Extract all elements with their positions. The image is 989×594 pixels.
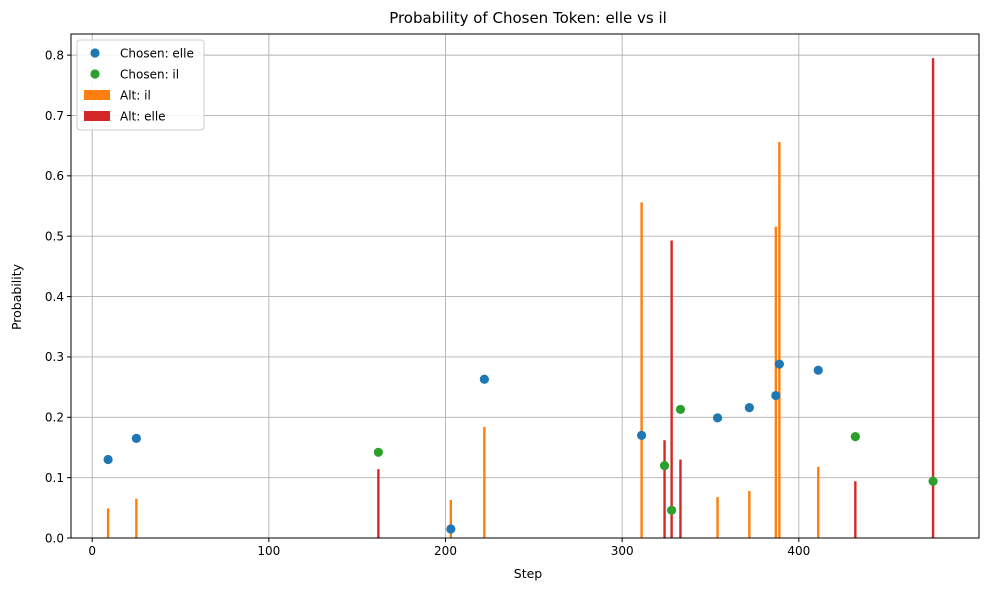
y-tick-label: 0.2 [45, 411, 64, 425]
y-tick-label: 0.8 [45, 48, 64, 62]
scatter-point [771, 390, 781, 401]
y-tick-label: 0.1 [45, 471, 64, 485]
scatter-point [479, 374, 489, 384]
bar-mark [774, 226, 778, 538]
x-tick-label: 0 [88, 544, 96, 558]
scatter-point [103, 454, 113, 465]
y-tick-label: 0.6 [45, 169, 64, 183]
bar-mark [135, 498, 138, 538]
plot-frame [70, 33, 980, 539]
bar-mark [817, 466, 820, 538]
y-tick-label: 0.3 [45, 350, 64, 364]
y-axis-label: Probability [9, 263, 24, 330]
scatter-point [850, 431, 860, 442]
bar-mark [106, 508, 110, 538]
x-tick-label: 100 [257, 544, 280, 558]
scatter-point [446, 524, 456, 534]
scatter-point [636, 430, 647, 440]
scatter-point [712, 413, 723, 423]
scatter-point [813, 365, 823, 375]
scatter-point [667, 505, 677, 515]
y-tick-label: 0.5 [45, 230, 64, 244]
bar-marks [106, 58, 935, 539]
scatter-point [744, 403, 754, 413]
legend-marker [90, 69, 100, 79]
chart-title: Probability of Chosen Token: elle vs il [389, 9, 667, 27]
bar-mark [854, 481, 857, 538]
scatter-point [373, 447, 383, 457]
x-tick-label: 200 [434, 544, 457, 558]
y-tick-label: 0.7 [45, 109, 64, 123]
x-axis-label: Step [514, 566, 543, 581]
legend: Chosen: elle Chosen: il Alt: il Alt: elle [76, 39, 205, 131]
x-tick-label: 300 [611, 544, 634, 558]
legend-label: Chosen: elle [120, 46, 194, 60]
legend-marker [84, 90, 110, 100]
axes: 0 100 200 300 400 0.0 0.1 0.2 0.3 0.4 0.5 0.6 0.7 0.8 [45, 33, 980, 558]
scatter-point [675, 404, 686, 415]
bar-mark [640, 202, 643, 538]
bar-mark [377, 469, 380, 538]
scatter-point [659, 460, 670, 471]
bar-mark [663, 440, 666, 538]
bar-mark [679, 459, 682, 538]
grid-lines [71, 34, 979, 539]
legend-label: Chosen: il [120, 67, 179, 81]
bar-mark [483, 426, 486, 538]
legend-label: Alt: il [120, 88, 151, 102]
bar-mark [748, 490, 751, 538]
scatter-point [928, 476, 938, 486]
bar-mark [670, 240, 673, 538]
y-tick-label: 0.4 [45, 290, 64, 304]
bar-mark [716, 496, 719, 538]
scatter-point [774, 359, 784, 369]
scatter-marks [103, 359, 938, 534]
x-tick-label: 400 [787, 544, 810, 558]
legend-marker [84, 111, 110, 121]
legend-marker [90, 48, 100, 58]
scatter-point [131, 433, 141, 444]
bar-mark [449, 499, 453, 538]
legend-box [76, 39, 205, 131]
bar-mark [778, 142, 781, 539]
legend-label: Alt: elle [120, 109, 166, 123]
y-tick-label: 0.0 [45, 531, 64, 545]
bar-mark [931, 58, 935, 539]
